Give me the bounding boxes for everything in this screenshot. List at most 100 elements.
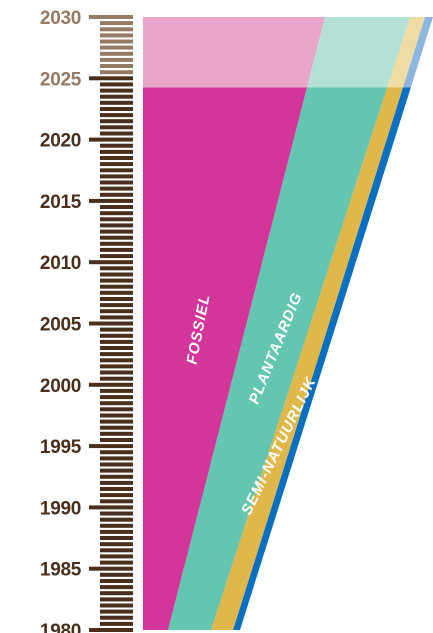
minor-tick (100, 149, 133, 154)
minor-tick (100, 241, 133, 246)
minor-tick (100, 186, 133, 191)
minor-tick (100, 254, 133, 259)
minor-tick (100, 94, 133, 99)
minor-tick (100, 480, 133, 485)
minor-tick (100, 27, 133, 32)
minor-tick (100, 339, 133, 344)
minor-tick (100, 284, 133, 289)
minor-tick (100, 621, 133, 626)
minor-tick (100, 487, 133, 491)
year-label-1990: 1990 (40, 498, 81, 519)
minor-tick (100, 70, 133, 75)
minor-tick (100, 407, 133, 412)
minor-tick (100, 88, 133, 93)
minor-tick (100, 45, 133, 50)
year-label-1980: 1980 (40, 621, 81, 633)
minor-tick (100, 388, 133, 393)
minor-tick (100, 364, 133, 369)
minor-tick (100, 113, 133, 118)
minor-tick (100, 272, 133, 277)
minor-tick (100, 192, 133, 197)
minor-tick (100, 235, 133, 240)
minor-tick (100, 376, 133, 381)
minor-tick (100, 223, 133, 228)
minor-tick (100, 462, 133, 467)
minor-tick (100, 107, 133, 111)
minor-tick (100, 211, 133, 216)
major-tick (89, 566, 133, 571)
minor-tick (100, 554, 133, 559)
major-tick (89, 321, 133, 326)
minor-tick (100, 425, 133, 430)
year-label-2015: 2015 (40, 192, 82, 213)
minor-tick (100, 57, 133, 62)
minor-tick (100, 468, 133, 473)
minor-tick (100, 205, 133, 209)
year-label-2020: 2020 (40, 131, 81, 152)
minor-tick (100, 474, 133, 479)
band-blue (233, 87, 411, 631)
minor-tick (100, 560, 133, 565)
minor-tick (100, 597, 133, 602)
major-tick (89, 382, 133, 387)
minor-tick (100, 125, 133, 130)
year-label-2025: 2025 (40, 69, 82, 90)
year-label-1985: 1985 (40, 560, 82, 581)
minor-tick (100, 21, 133, 26)
minor-tick (100, 64, 133, 68)
minor-tick (100, 585, 133, 590)
minor-tick (100, 536, 133, 540)
year-labels: 1980 1985 1990 1995 2000 2005 2010 2015 2020 2025… (40, 8, 82, 633)
minor-tick (100, 143, 133, 148)
minor-tick (100, 358, 133, 363)
major-tick (89, 628, 133, 632)
band-fossiel-future (143, 17, 325, 88)
band-fossiel (143, 87, 307, 631)
minor-tick (100, 333, 133, 338)
major-tick (89, 260, 133, 265)
minor-tick (100, 346, 133, 350)
minor-tick (100, 327, 133, 332)
minor-tick (100, 51, 133, 56)
minor-tick (100, 493, 133, 498)
major-tick (89, 505, 133, 510)
minor-tick (100, 119, 133, 124)
major-tick (89, 198, 133, 203)
minor-tick (100, 615, 133, 620)
band-blue-future (403, 17, 433, 88)
minor-tick (100, 303, 133, 308)
minor-tick (100, 174, 133, 179)
minor-tick (100, 229, 133, 234)
minor-tick (100, 278, 133, 283)
year-label-2030: 2030 (40, 8, 81, 29)
minor-tick (100, 401, 133, 406)
minor-tick (100, 609, 133, 614)
minor-tick (100, 456, 133, 461)
minor-tick (100, 131, 133, 136)
minor-tick (100, 542, 133, 547)
minor-tick (100, 603, 133, 608)
major-tick (89, 137, 133, 142)
minor-tick (100, 572, 133, 577)
minor-tick (100, 266, 133, 271)
minor-tick (100, 370, 133, 375)
minor-tick (100, 100, 133, 105)
year-ruler (89, 15, 133, 632)
year-label-1995: 1995 (40, 437, 82, 458)
minor-tick (100, 33, 133, 38)
minor-tick (100, 431, 133, 436)
major-tick (89, 444, 133, 449)
minor-tick (100, 523, 133, 528)
minor-tick (100, 413, 133, 418)
major-tick (89, 15, 133, 19)
minor-tick (100, 247, 133, 252)
minor-tick (100, 548, 133, 553)
minor-tick (100, 352, 133, 357)
band-semi-natuurlijk (211, 87, 403, 631)
year-label-2005: 2005 (40, 315, 82, 336)
band-plantaardig (168, 87, 388, 631)
minor-tick (100, 395, 133, 400)
minor-tick (100, 315, 133, 320)
minor-tick (100, 529, 133, 534)
minor-tick (100, 168, 133, 173)
